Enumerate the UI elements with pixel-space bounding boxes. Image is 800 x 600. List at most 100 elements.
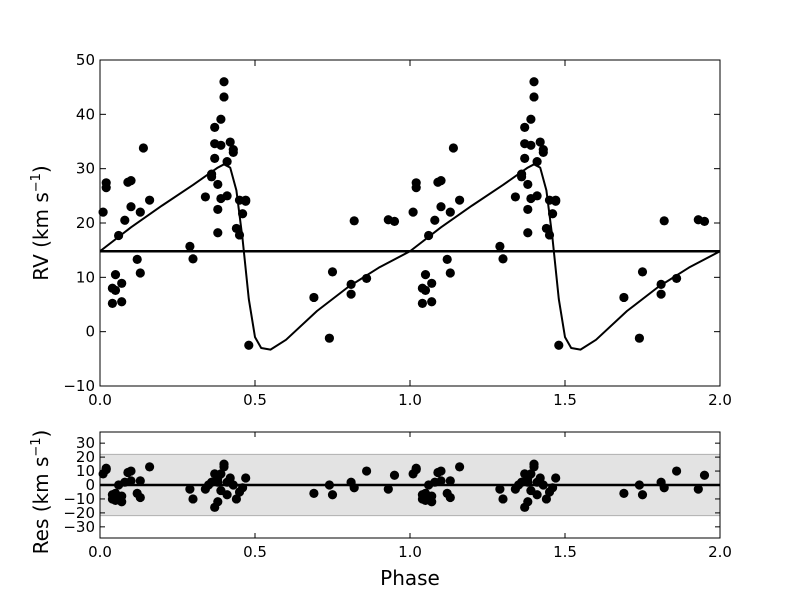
rv-data-point [216,114,226,124]
residual-data-point [634,480,645,490]
residual-data-point [117,491,127,501]
residual-data-point [427,491,437,501]
residual-data-point [327,490,338,500]
rv-data-point [207,172,217,182]
orbit-model-curves [100,163,720,351]
rv-data-point [110,270,121,280]
rv-data-point [634,333,645,343]
x-tick-label: 0.5 [243,391,267,409]
residual-data-point [188,494,198,504]
residual-data-point [383,484,393,494]
rv-data-point [145,195,155,205]
rv-data-point [210,122,220,132]
rv-data-point [213,179,223,190]
residual-data-point [231,494,241,504]
rv-data-point [222,191,232,201]
rv-data-point [526,114,536,124]
rv-data-point [120,215,130,225]
rv-data-point [327,267,338,277]
residual-data-point [241,473,251,483]
residual-data-point [216,469,226,479]
rv-data-point [544,230,555,240]
residual-data-point [541,494,552,504]
y-tick-label: 30 [76,434,95,452]
rv-data-point [117,297,127,307]
rv-data-point [117,278,127,288]
residual-data-point [362,466,372,476]
x-tick-label: 1.5 [553,391,577,409]
y-tick-label: 30 [76,160,95,178]
rv-data-point [244,340,254,350]
residual-data-point [637,490,648,500]
rv-data-point [219,77,229,87]
residual-data-point [699,470,710,480]
rv-data-point [656,279,666,289]
rv-data-point [420,270,431,280]
rv-data-point [349,216,359,226]
rv-data-point [659,216,669,226]
rv-data-point [448,143,458,153]
y-tick-label: 0 [85,476,95,494]
residual-data-point [526,469,536,479]
y-tick-label: 50 [76,51,95,69]
rv-data-point [138,143,148,153]
rv-data-point [185,241,195,251]
rv-data-point [324,333,334,343]
residual-data-point [213,477,223,487]
y-tick-label: −10 [63,490,95,508]
residual-data-point [436,466,446,476]
rv-y-axis-label: RV (km s−1) [29,165,53,280]
residual-data-point [389,470,400,480]
rv-data-point [222,157,232,167]
rv-data-point [126,202,136,212]
rv-data-point [101,178,111,188]
rv-data-point [427,297,437,307]
y-tick-label: 0 [85,323,95,341]
rv-data-point [523,179,533,190]
rv-data-point [408,207,418,217]
residual-data-point [135,476,145,486]
residual-data-point [532,490,542,500]
rv-data-point [98,207,108,217]
rv-data-point [529,77,539,87]
rv-data-point [228,147,238,157]
rv-data-point [346,289,356,299]
rv-data-point [135,207,145,217]
x-tick-label: 1.5 [553,543,577,561]
residual-data-point [185,484,195,494]
rv-data-point [188,254,198,264]
rv-data-point [424,230,434,241]
x-tick-label: 0.0 [88,543,112,561]
residual-data-point [548,483,558,493]
rv-data-point [309,292,319,303]
rv-data-point [455,195,465,205]
rv-data-point [517,172,527,182]
rv-data-point [110,285,121,295]
rv-data-point [346,279,356,289]
y-tick-label: −10 [63,377,95,395]
rv-data-point [238,209,248,219]
rv-data-point [526,140,536,150]
rv-data-point [535,137,545,147]
rv-data-point [551,195,561,205]
rv-data-point [430,215,440,225]
rv-data-point [523,228,533,238]
rv-data-point [436,202,446,212]
residual-data-point [126,476,136,486]
rv-data-point [114,230,124,241]
rv-data-point [241,195,251,205]
rv-data-point [498,254,508,264]
rv-data-point [548,209,558,219]
rv-data-point [234,230,245,240]
residual-data-point [672,466,682,476]
residual-data-point [411,463,421,473]
residual-data-point [538,480,548,490]
y-tick-label: 20 [76,448,95,466]
residual-data-point [495,484,505,494]
rv-data-point [362,273,372,284]
y-tick-label: 10 [76,462,95,480]
residual-data-point [436,476,446,486]
residual-data-point [523,497,533,507]
